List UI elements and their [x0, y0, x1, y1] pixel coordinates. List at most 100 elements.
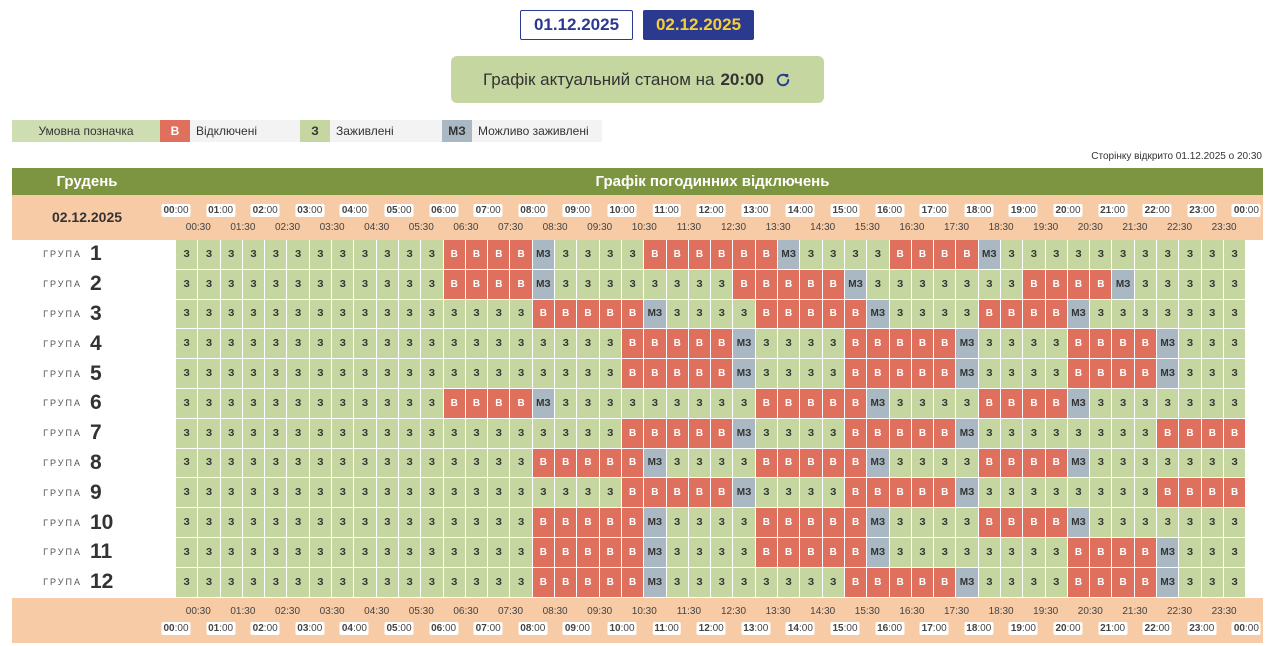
slot-cell: З: [733, 448, 756, 478]
slot-cell: З: [176, 388, 199, 418]
slot-cell: З: [287, 418, 310, 448]
slot-cell: В: [621, 567, 645, 597]
slot-cell: З: [956, 299, 979, 329]
slot-cell: В: [1045, 269, 1068, 299]
slot-cell: З: [778, 567, 801, 597]
slot-cell: В: [755, 388, 779, 418]
group-number: 8: [90, 450, 102, 474]
slot-cell: В: [755, 299, 779, 329]
slot-cell: В: [688, 418, 712, 448]
half-hour-label: 15:30: [854, 222, 880, 233]
slot-cell: З: [309, 418, 333, 448]
slot-cell: В: [800, 388, 823, 418]
slot-cell: З: [376, 508, 399, 537]
slot-cell: В: [800, 299, 823, 329]
half-hour-label: 18:30: [988, 222, 1014, 233]
slot-cells: З З З З З З З З З З З З З З З З В В В В В МЗ З З З З В В В В В МЗ З З З З В В…: [176, 448, 1247, 478]
half-hour-label: 03:30: [319, 605, 345, 617]
slot-cell: В: [510, 388, 533, 418]
slot-cells: З З З З З З З З З З З З З З З З В В В В В МЗ З З З З В В В В В МЗ З З З З З З…: [176, 537, 1247, 567]
slot-cell: З: [666, 537, 689, 567]
slot-cell: МЗ: [1067, 448, 1091, 478]
slot-cell: В: [934, 567, 957, 597]
slot-cell: З: [376, 478, 399, 508]
refresh-icon[interactable]: [774, 71, 792, 89]
slot-cell: З: [354, 537, 377, 567]
half-hour-label: 06:30: [453, 605, 479, 617]
slot-cell: З: [332, 567, 355, 597]
slot-cell: З: [532, 359, 556, 388]
slot-cell: В: [510, 240, 533, 269]
slot-cell: З: [599, 418, 622, 448]
slot-cell: З: [398, 537, 422, 567]
slot-cell: З: [287, 359, 310, 388]
slot-cell: В: [844, 329, 868, 359]
group-number: 9: [90, 480, 102, 504]
slot-cell: З: [1179, 299, 1202, 329]
slot-cells: З З З З З З З З З З З З В В В В МЗ З З З З З З З З З В В В В В МЗ З З З З В В…: [176, 388, 1247, 418]
slot-cell: В: [778, 269, 801, 299]
slot-cell: В: [911, 359, 935, 388]
slot-cell: З: [398, 567, 422, 597]
slot-cell: З: [265, 537, 288, 567]
slot-cell: В: [644, 240, 667, 269]
slot-cell: З: [287, 240, 310, 269]
slot-cell: З: [421, 299, 444, 329]
slot-cell: В: [666, 240, 689, 269]
date-button-current[interactable]: 02.12.2025: [643, 10, 754, 40]
slot-cell: МЗ: [1112, 269, 1135, 299]
slot-cell: З: [644, 269, 667, 299]
slot-cell: З: [934, 448, 957, 478]
slot-cell: З: [577, 418, 600, 448]
slot-cell: В: [711, 240, 734, 269]
group-label: ГРУПА 12: [12, 567, 176, 597]
slot-cell: МЗ: [1067, 299, 1091, 329]
slot-cell: В: [488, 240, 511, 269]
slot-cell: В: [1112, 329, 1135, 359]
slot-cell: В: [1090, 329, 1113, 359]
slot-cell: З: [1134, 269, 1158, 299]
slot-cell: В: [1000, 448, 1024, 478]
slot-cell: З: [711, 269, 734, 299]
slot-cell: З: [488, 418, 511, 448]
slot-cell: З: [465, 299, 489, 329]
slot-cell: З: [510, 508, 533, 537]
slot-cell: З: [599, 359, 622, 388]
slot-cell: З: [376, 537, 399, 567]
half-hour-label: 01:30: [230, 605, 256, 617]
slot-cell: З: [354, 329, 377, 359]
slot-cell: З: [1000, 240, 1024, 269]
slot-cell: МЗ: [844, 269, 868, 299]
slot-cell: В: [844, 388, 868, 418]
slot-cell: З: [465, 508, 489, 537]
group-label: ГРУПА 10: [12, 508, 176, 537]
time-axis-top: 02.12.2025 00:00 01:00 02:00 03:00 04:00 05:0…: [12, 195, 1263, 240]
half-hour-label: 17:30: [943, 222, 970, 233]
slot-cell: В: [934, 240, 957, 269]
slot-cell: З: [800, 329, 823, 359]
slot-cell: З: [911, 269, 935, 299]
slot-cell: З: [1134, 299, 1158, 329]
half-hour-label: 07:30: [497, 222, 524, 233]
slot-cell: З: [332, 448, 355, 478]
date-button-previous[interactable]: 01.12.2025: [520, 10, 633, 40]
slot-cell: З: [421, 359, 444, 388]
slot-cell: З: [465, 359, 489, 388]
slot-cell: З: [510, 537, 533, 567]
hour-label: 02:00: [250, 204, 280, 217]
slot-cell: З: [711, 448, 734, 478]
slot-cell: З: [398, 329, 422, 359]
half-hour-label: 23:30: [1211, 605, 1237, 617]
slot-cell: З: [889, 537, 912, 567]
slot-cell: В: [666, 359, 689, 388]
slot-cell: В: [1045, 299, 1068, 329]
slot-cell: З: [577, 359, 600, 388]
slot-cell: З: [176, 240, 199, 269]
slot-cell: З: [688, 388, 712, 418]
slot-cell: МЗ: [867, 508, 890, 537]
slot-cell: В: [934, 478, 957, 508]
slot-cell: В: [844, 537, 868, 567]
grid-date: 02.12.2025: [51, 209, 123, 225]
slot-cell: З: [1045, 537, 1068, 567]
slot-cell: В: [465, 269, 489, 299]
